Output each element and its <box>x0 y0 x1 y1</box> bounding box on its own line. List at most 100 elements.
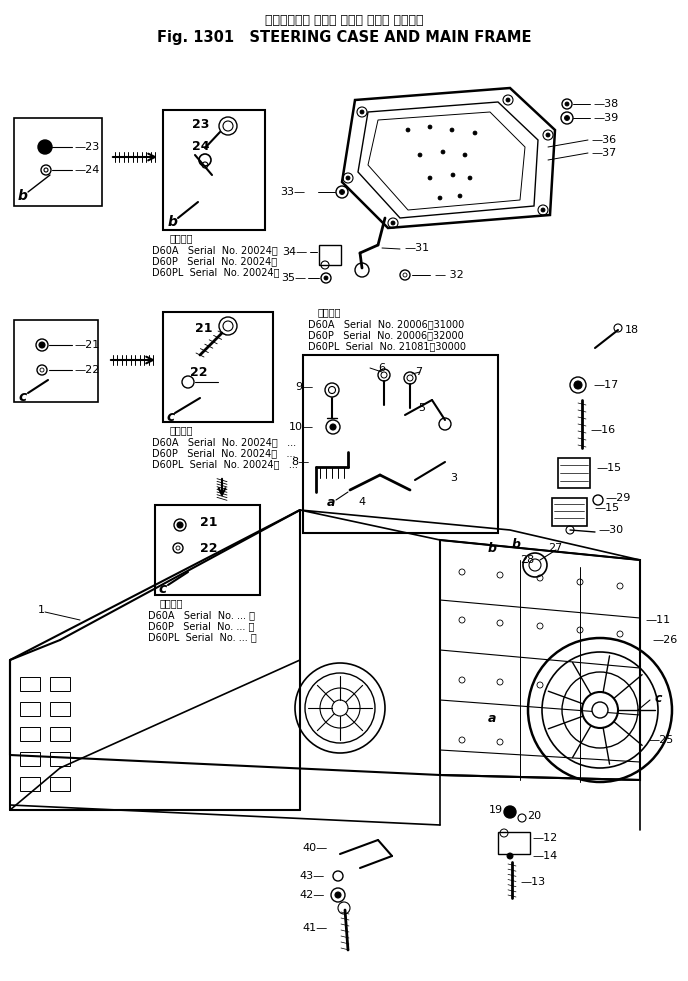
Bar <box>163 110 265 230</box>
Text: Fig. 1301   STEERING CASE AND MAIN FRAME: Fig. 1301 STEERING CASE AND MAIN FRAME <box>157 30 531 45</box>
Circle shape <box>428 125 432 129</box>
Text: 10—: 10— <box>289 422 314 432</box>
Text: 適用番号: 適用番号 <box>318 307 341 317</box>
Text: —31: —31 <box>404 243 429 253</box>
Text: 4: 4 <box>358 497 365 507</box>
Bar <box>14 118 102 206</box>
Text: 19: 19 <box>489 805 503 815</box>
Text: —25: —25 <box>648 735 674 745</box>
Bar <box>20 752 40 766</box>
Circle shape <box>506 98 510 102</box>
Bar <box>50 702 70 716</box>
Text: D60A   Serial  No. 20024～   ...: D60A Serial No. 20024～ ... <box>152 437 296 447</box>
Text: —29: —29 <box>605 493 630 503</box>
Circle shape <box>450 128 454 132</box>
Text: — 32: — 32 <box>435 270 464 280</box>
Text: —38: —38 <box>593 99 619 109</box>
Text: D60A   Serial  No. 20024～: D60A Serial No. 20024～ <box>152 245 278 255</box>
Circle shape <box>381 372 387 378</box>
Circle shape <box>473 131 477 135</box>
Bar <box>155 505 260 595</box>
Bar <box>552 498 587 526</box>
Text: c: c <box>655 692 663 704</box>
Bar <box>498 832 530 854</box>
Bar <box>20 777 40 791</box>
Circle shape <box>223 321 233 331</box>
Bar <box>50 777 70 791</box>
Text: D60P   Serial  No. ... ～: D60P Serial No. ... ～ <box>148 621 255 631</box>
Bar <box>20 727 40 741</box>
Text: c: c <box>158 582 166 596</box>
Text: —16: —16 <box>590 425 615 435</box>
Text: D60P   Serial  No. 20024～: D60P Serial No. 20024～ <box>152 256 277 266</box>
Text: 20: 20 <box>527 811 541 821</box>
Circle shape <box>458 194 462 198</box>
Circle shape <box>339 189 345 194</box>
Text: —11: —11 <box>645 615 670 625</box>
Text: c: c <box>166 410 174 424</box>
Text: 7: 7 <box>415 367 422 377</box>
Circle shape <box>468 176 472 180</box>
Text: —14: —14 <box>532 851 557 861</box>
Bar <box>163 312 273 422</box>
Text: D60PL  Serial  No. 20024～: D60PL Serial No. 20024～ <box>152 267 279 277</box>
Text: 18: 18 <box>625 325 639 335</box>
Text: a: a <box>327 495 335 508</box>
Circle shape <box>324 276 328 280</box>
Text: b: b <box>488 542 497 554</box>
Circle shape <box>391 221 395 225</box>
Bar <box>20 677 40 691</box>
Text: 8—: 8— <box>291 457 309 467</box>
Circle shape <box>428 176 432 180</box>
Circle shape <box>38 140 52 154</box>
Text: —15: —15 <box>596 463 621 473</box>
Text: 35—: 35— <box>281 273 306 283</box>
Text: D60PL  Serial  No. 21081～30000: D60PL Serial No. 21081～30000 <box>308 341 466 351</box>
Circle shape <box>335 892 341 898</box>
Text: —26: —26 <box>652 635 677 645</box>
Text: 21: 21 <box>195 322 213 335</box>
Text: 42—: 42— <box>300 890 325 900</box>
Circle shape <box>39 342 45 348</box>
Text: —36: —36 <box>591 135 616 145</box>
Text: —15: —15 <box>594 503 619 513</box>
Circle shape <box>418 153 422 157</box>
Text: —13: —13 <box>520 877 545 887</box>
Bar <box>303 355 498 533</box>
Text: 1: 1 <box>38 605 45 615</box>
Text: D60P   Serial  No. 20024～   ...: D60P Serial No. 20024～ ... <box>152 448 296 458</box>
Text: —30: —30 <box>598 525 623 535</box>
Circle shape <box>562 99 572 109</box>
Text: 21: 21 <box>200 515 217 529</box>
Text: 33—: 33— <box>280 187 305 197</box>
Text: 適用番号: 適用番号 <box>170 425 193 435</box>
Text: —12: —12 <box>532 833 557 843</box>
Bar <box>50 677 70 691</box>
Text: D60P   Serial  No. 20006～32000: D60P Serial No. 20006～32000 <box>308 330 464 340</box>
Circle shape <box>574 381 582 389</box>
Text: —23: —23 <box>74 142 99 152</box>
Circle shape <box>565 102 569 106</box>
Circle shape <box>36 339 48 351</box>
Text: 34—: 34— <box>282 247 307 257</box>
Text: 6: 6 <box>378 363 385 373</box>
Circle shape <box>177 522 183 528</box>
Circle shape <box>451 173 455 177</box>
Text: 適用番号: 適用番号 <box>160 598 184 608</box>
Circle shape <box>441 150 445 154</box>
Circle shape <box>546 133 550 137</box>
Text: b: b <box>512 539 521 551</box>
Circle shape <box>507 853 513 859</box>
Circle shape <box>330 424 336 430</box>
Text: 22: 22 <box>190 366 208 379</box>
Text: 22: 22 <box>200 542 217 554</box>
Text: 24: 24 <box>192 140 210 153</box>
Circle shape <box>438 196 442 200</box>
Circle shape <box>406 128 410 132</box>
Text: 3: 3 <box>450 473 457 483</box>
Circle shape <box>360 110 364 114</box>
Text: D60PL  Serial  No. ... ～: D60PL Serial No. ... ～ <box>148 632 257 642</box>
Text: 43—: 43— <box>300 871 325 881</box>
Text: c: c <box>18 390 26 404</box>
Bar <box>319 245 341 265</box>
